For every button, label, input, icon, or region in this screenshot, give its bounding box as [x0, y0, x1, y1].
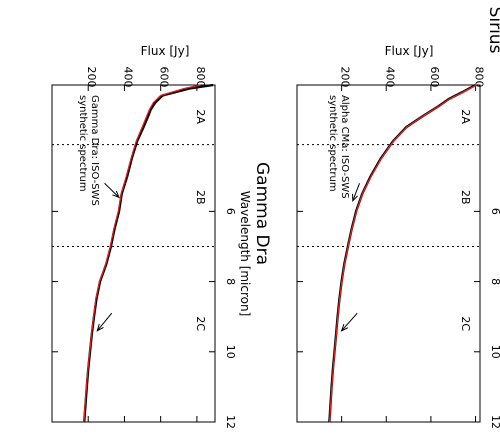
arrow-head	[352, 193, 358, 203]
annotation-arrow	[104, 182, 120, 198]
wavelength-tick-label: 6	[224, 208, 237, 215]
annotation-arrow	[341, 312, 358, 332]
band-label: 2B	[194, 190, 207, 205]
panel-title: Gamma Dra	[252, 162, 272, 265]
annotation-arrow	[96, 312, 113, 332]
legend-entry: Alpha CMa: ISO-SWS	[339, 95, 350, 199]
flux-tick-label: 800	[473, 67, 486, 88]
band-label: 2C	[194, 316, 207, 331]
flux-tick-label: 200	[339, 67, 352, 88]
wavelength-tick-label: 12	[224, 415, 237, 429]
flux-tick-label: 400	[383, 67, 396, 88]
arrow-head	[340, 323, 349, 332]
band-label: 2A	[194, 109, 207, 124]
panel-title: Sirius	[485, 7, 500, 54]
gamma-dra-panel: 200 400 600 800 6 8 10 12 Flux [Jy] Wavelength [m…	[51, 44, 272, 429]
band-label: 2A	[459, 109, 472, 124]
flux-tick-label: 200	[85, 67, 98, 88]
arrow-head	[112, 190, 120, 199]
flux-tick-label: 600	[158, 67, 171, 88]
wavelength-tick-label: 10	[489, 345, 500, 359]
wavelength-axis-title: Wavelength [micron]	[238, 191, 252, 317]
wavelength-tick-label: 12	[489, 415, 500, 429]
band-label: 2B	[459, 190, 472, 205]
flux-axis-title: Flux [Jy]	[141, 44, 190, 58]
legend-entry: synthetic spectrum	[77, 95, 88, 192]
arrow-head	[96, 323, 104, 332]
flux-tick-label: 800	[194, 67, 207, 88]
wavelength-tick-label: 10	[224, 345, 237, 359]
plot-frame	[51, 84, 216, 423]
series-line	[83, 84, 201, 423]
flux-tick-label: 600	[428, 67, 441, 88]
wavelength-tick-label: 8	[224, 278, 237, 285]
annotation-arrow	[352, 183, 360, 202]
wavelength-tick-label: 8	[489, 278, 500, 285]
legend-entry: synthetic spectrum	[327, 95, 338, 192]
flux-tick-label: 400	[121, 67, 134, 88]
series-line	[83, 83, 214, 423]
flux-axis-title: Flux [Jy]	[385, 44, 434, 58]
legend-entry: Gamma Dra: ISO-SWS	[89, 95, 100, 206]
plot-frame	[296, 84, 481, 423]
band-label: 2C	[459, 316, 472, 331]
wavelength-tick-label: 6	[489, 208, 500, 215]
series-line	[328, 83, 477, 423]
series-line	[328, 84, 478, 423]
